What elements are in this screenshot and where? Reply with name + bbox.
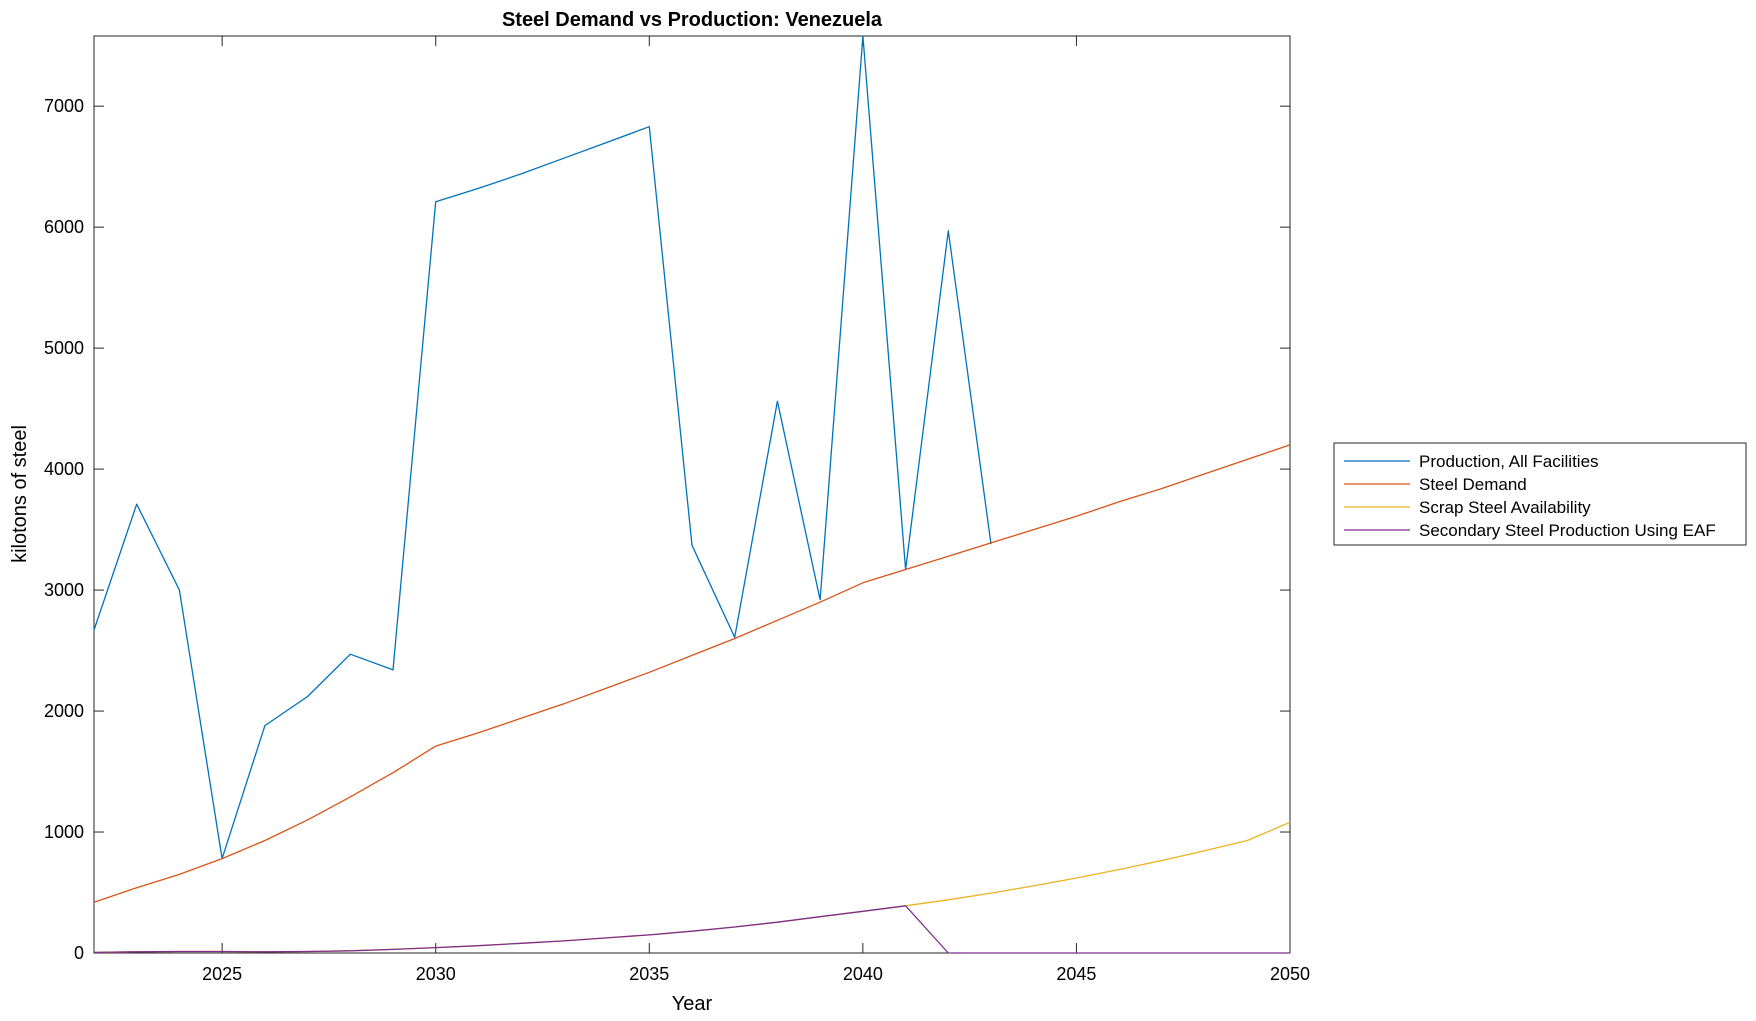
chart-title: Steel Demand vs Production: Venezuela bbox=[502, 9, 883, 31]
y-tick-label: 2000 bbox=[44, 701, 84, 721]
axes-box bbox=[93, 35, 1291, 954]
y-tick-label: 6000 bbox=[44, 217, 84, 237]
plot-area: 2025 2030 2035 2040 2045 2050 0 1000 2000 3000 400… bbox=[44, 35, 1310, 984]
x-tick-label: 2040 bbox=[843, 964, 883, 984]
legend-entry-secondary-steel-production-using-eaf: Secondary Steel Production Using EAF bbox=[1419, 521, 1716, 540]
legend-entry-scrap-steel-availability: Scrap Steel Availability bbox=[1419, 498, 1591, 517]
y-tick-label: 3000 bbox=[44, 580, 84, 600]
x-tick-label: 2050 bbox=[1270, 964, 1310, 984]
x-tick-label: 2030 bbox=[416, 964, 456, 984]
y-tick-label: 7000 bbox=[44, 96, 84, 116]
x-tick-label: 2035 bbox=[629, 964, 669, 984]
legend-entry-production-all-facilities: Production, All Facilities bbox=[1419, 452, 1599, 471]
y-tick-label: 4000 bbox=[44, 459, 84, 479]
legend-entry-steel-demand: Steel Demand bbox=[1419, 475, 1527, 494]
series-line-steel-demand bbox=[93, 444, 1291, 903]
y-axis-label: kilotons of steel bbox=[9, 425, 31, 563]
legend-box bbox=[1333, 442, 1747, 546]
x-axis-label: Year bbox=[672, 993, 713, 1015]
y-tick-label: 0 bbox=[74, 943, 84, 963]
legend: Production, All Facilities Steel Demand Sc… bbox=[1333, 442, 1747, 546]
x-tick-label: 2025 bbox=[202, 964, 242, 984]
y-tick-label: 1000 bbox=[44, 822, 84, 842]
axis-ticks: 2025 2030 2035 2040 2045 2050 0 1000 2000 3000 400… bbox=[44, 36, 1310, 984]
y-tick-label: 5000 bbox=[44, 338, 84, 358]
series-lines bbox=[93, 35, 1291, 954]
x-tick-label: 2045 bbox=[1056, 964, 1096, 984]
series-line-secondary-steel-production-using-eaf bbox=[93, 905, 1290, 954]
series-line-production-all-facilities bbox=[93, 35, 992, 860]
